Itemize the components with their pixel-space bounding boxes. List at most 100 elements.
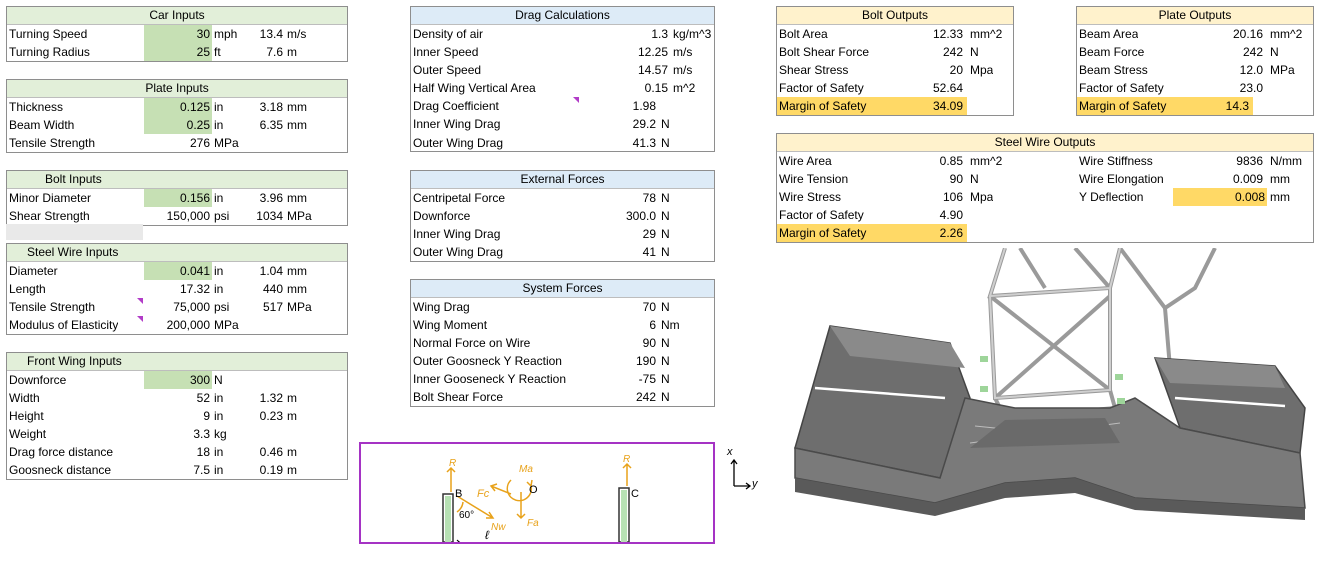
wire-length-converted-unit: mm <box>287 282 307 297</box>
table-row: Inner Gooseneck Y Reaction -75 N <box>411 370 714 388</box>
wire-tensile-converted: 517 <box>262 300 283 315</box>
wire-stiffness-value[interactable]: 9836 <box>1236 154 1263 168</box>
shear-stress-unit: Mpa <box>970 63 994 78</box>
beam-force-unit: N <box>1270 45 1279 60</box>
sys-bolt-shear-value[interactable]: 242 <box>635 390 656 405</box>
outer-speed-value[interactable]: 14.57 <box>637 63 668 78</box>
beam-stress-value[interactable]: 12.0 <box>1239 63 1263 78</box>
wire-stress-value[interactable]: 106 <box>942 190 963 205</box>
wing-width-value[interactable]: 52 <box>196 391 210 406</box>
y-deflection-unit: mm <box>1270 190 1290 205</box>
inner-speed-value[interactable]: 12.25 <box>637 45 668 60</box>
table-row: Thickness 0.125 in 3.18 mm <box>7 98 347 116</box>
free-body-sketch[interactable]: B O C Fc 60° Nw Fa Ma R R ℓ <box>359 442 715 544</box>
arrow-nw <box>456 495 495 519</box>
wire-tensile-value[interactable]: 75,000 <box>173 300 210 315</box>
thickness-converted: 3.18 <box>259 100 283 114</box>
wire-fos-value[interactable]: 4.90 <box>939 208 963 223</box>
wing-height-converted: 0.23 <box>259 409 283 424</box>
table-row: Margin of Safety 34.09 <box>777 97 1013 116</box>
wing-moment-value[interactable]: 6 <box>649 318 656 333</box>
drag-coefficient-label: Drag Coefficient <box>413 99 499 114</box>
beam-force-value[interactable]: 242 <box>1242 45 1263 60</box>
dimension-curve <box>456 539 461 542</box>
comment-indicator[interactable] <box>573 97 579 104</box>
table-row: Beam Force 242 N <box>1077 43 1313 61</box>
ext-outer-drag-label: Outer Wing Drag <box>413 245 504 260</box>
half-wing-area-value[interactable]: 0.15 <box>644 81 668 96</box>
wire-area-value[interactable]: 0.85 <box>939 154 963 168</box>
normal-force-value[interactable]: 90 <box>642 336 656 351</box>
shear-strength-label: Shear Strength <box>9 209 90 224</box>
wing-width-converted: 1.32 <box>259 391 283 406</box>
table-row: Wing Moment 6 Nm <box>411 316 714 334</box>
table-row: Factor of Safety 52.64 <box>777 79 1013 97</box>
beam-area-value[interactable]: 20.16 <box>1232 27 1263 41</box>
modulus-value[interactable]: 200,000 <box>166 318 210 333</box>
gooseneck-distance-value[interactable]: 7.5 <box>193 463 210 478</box>
wire-tension-value[interactable]: 90 <box>949 172 963 187</box>
table-row: Beam Stress 12.0 MPa <box>1077 61 1313 79</box>
table-row: Length 17.32 in 440 mm <box>7 280 347 298</box>
beam-width-value[interactable]: 0.25 <box>144 116 212 135</box>
steel-wire-outputs-panel: Steel Wire Outputs Wire Area 0.85 mm^2 W… <box>776 133 1314 243</box>
sketch-drawing <box>442 462 632 542</box>
table-row: Turning Radius 25 ft 7.6 m <box>7 43 347 62</box>
inner-wing-drag-value[interactable]: 29.2 <box>632 117 656 132</box>
bolt-fos-value[interactable]: 52.64 <box>932 81 963 96</box>
car-inputs-title: Car Inputs <box>7 7 347 25</box>
outer-gooseneck-value[interactable]: 190 <box>635 354 656 369</box>
beam-area-unit: mm^2 <box>1270 27 1303 41</box>
turning-radius-converted: 7.6 <box>266 45 283 60</box>
wing-drag-value[interactable]: 70 <box>642 300 656 314</box>
ext-outer-drag-value[interactable]: 41 <box>642 245 656 260</box>
wire-tension-label: Wire Tension <box>779 172 849 187</box>
comment-indicator[interactable] <box>137 316 143 323</box>
wing-height-value[interactable]: 9 <box>203 409 210 424</box>
table-row: Outer Wing Drag 41 N <box>411 243 714 261</box>
front-wing-cad-render[interactable] <box>775 246 1315 553</box>
wing-weight-value[interactable]: 3.3 <box>193 427 210 442</box>
bolt-shear-force-value[interactable]: 242 <box>942 45 963 60</box>
inner-gooseneck-value[interactable]: -75 <box>638 372 656 387</box>
dimension-marks <box>456 539 461 542</box>
centripetal-force-value[interactable]: 78 <box>642 191 656 205</box>
y-deflection-value[interactable]: 0.008 <box>1173 188 1267 207</box>
plate-mos-value[interactable]: 14.3 <box>1173 97 1253 116</box>
wing-moment-unit: Nm <box>661 318 680 333</box>
shear-stress-value[interactable]: 20 <box>949 63 963 78</box>
table-row: Factor of Safety 23.0 <box>1077 79 1313 97</box>
bolt-mos-value[interactable]: 34.09 <box>873 97 967 116</box>
wire-elongation-value[interactable]: 0.009 <box>1232 172 1263 187</box>
wire-tensile-converted-unit: MPa <box>287 300 312 315</box>
ext-downforce-value[interactable]: 300.0 <box>625 209 656 224</box>
downforce-value[interactable]: 300 <box>144 371 212 389</box>
thickness-value[interactable]: 0.125 <box>144 98 212 116</box>
air-density-value[interactable]: 1.3 <box>651 27 668 41</box>
minor-diameter-value[interactable]: 0.156 <box>144 189 212 207</box>
shear-strength-value[interactable]: 150,000 <box>166 209 210 224</box>
wire-mos-value[interactable]: 2.26 <box>873 224 967 243</box>
wire-diameter-value[interactable]: 0.041 <box>144 262 212 280</box>
wing-height-unit: in <box>214 409 224 424</box>
wire-tensile-label: Tensile Strength <box>9 300 96 315</box>
plate-tensile-value[interactable]: 276 <box>189 136 210 151</box>
selected-cell[interactable] <box>6 224 143 240</box>
wire-diameter-unit: in <box>214 264 224 278</box>
bolt-area-value[interactable]: 12.33 <box>932 27 963 41</box>
comment-indicator[interactable] <box>137 298 143 305</box>
drag-coefficient-value[interactable]: 1.98 <box>632 99 656 114</box>
wing-width-converted-unit: m <box>287 391 297 406</box>
table-row: Wire Area 0.85 mm^2 <box>777 152 1077 170</box>
ext-inner-drag-value[interactable]: 29 <box>642 227 656 242</box>
beam-force-label: Beam Force <box>1079 45 1145 60</box>
plate-fos-value[interactable]: 23.0 <box>1239 81 1263 96</box>
turning-speed-value[interactable]: 30 <box>144 25 212 43</box>
drag-distance-value[interactable]: 18 <box>196 445 210 460</box>
turning-radius-value[interactable]: 25 <box>144 43 212 62</box>
wire-length-value[interactable]: 17.32 <box>179 282 210 297</box>
minor-diameter-converted-unit: mm <box>287 191 307 205</box>
bolt-mos-label: Margin of Safety <box>777 97 873 116</box>
inner-wing-drag-label: Inner Wing Drag <box>413 117 501 132</box>
outer-wing-drag-value[interactable]: 41.3 <box>632 135 656 150</box>
